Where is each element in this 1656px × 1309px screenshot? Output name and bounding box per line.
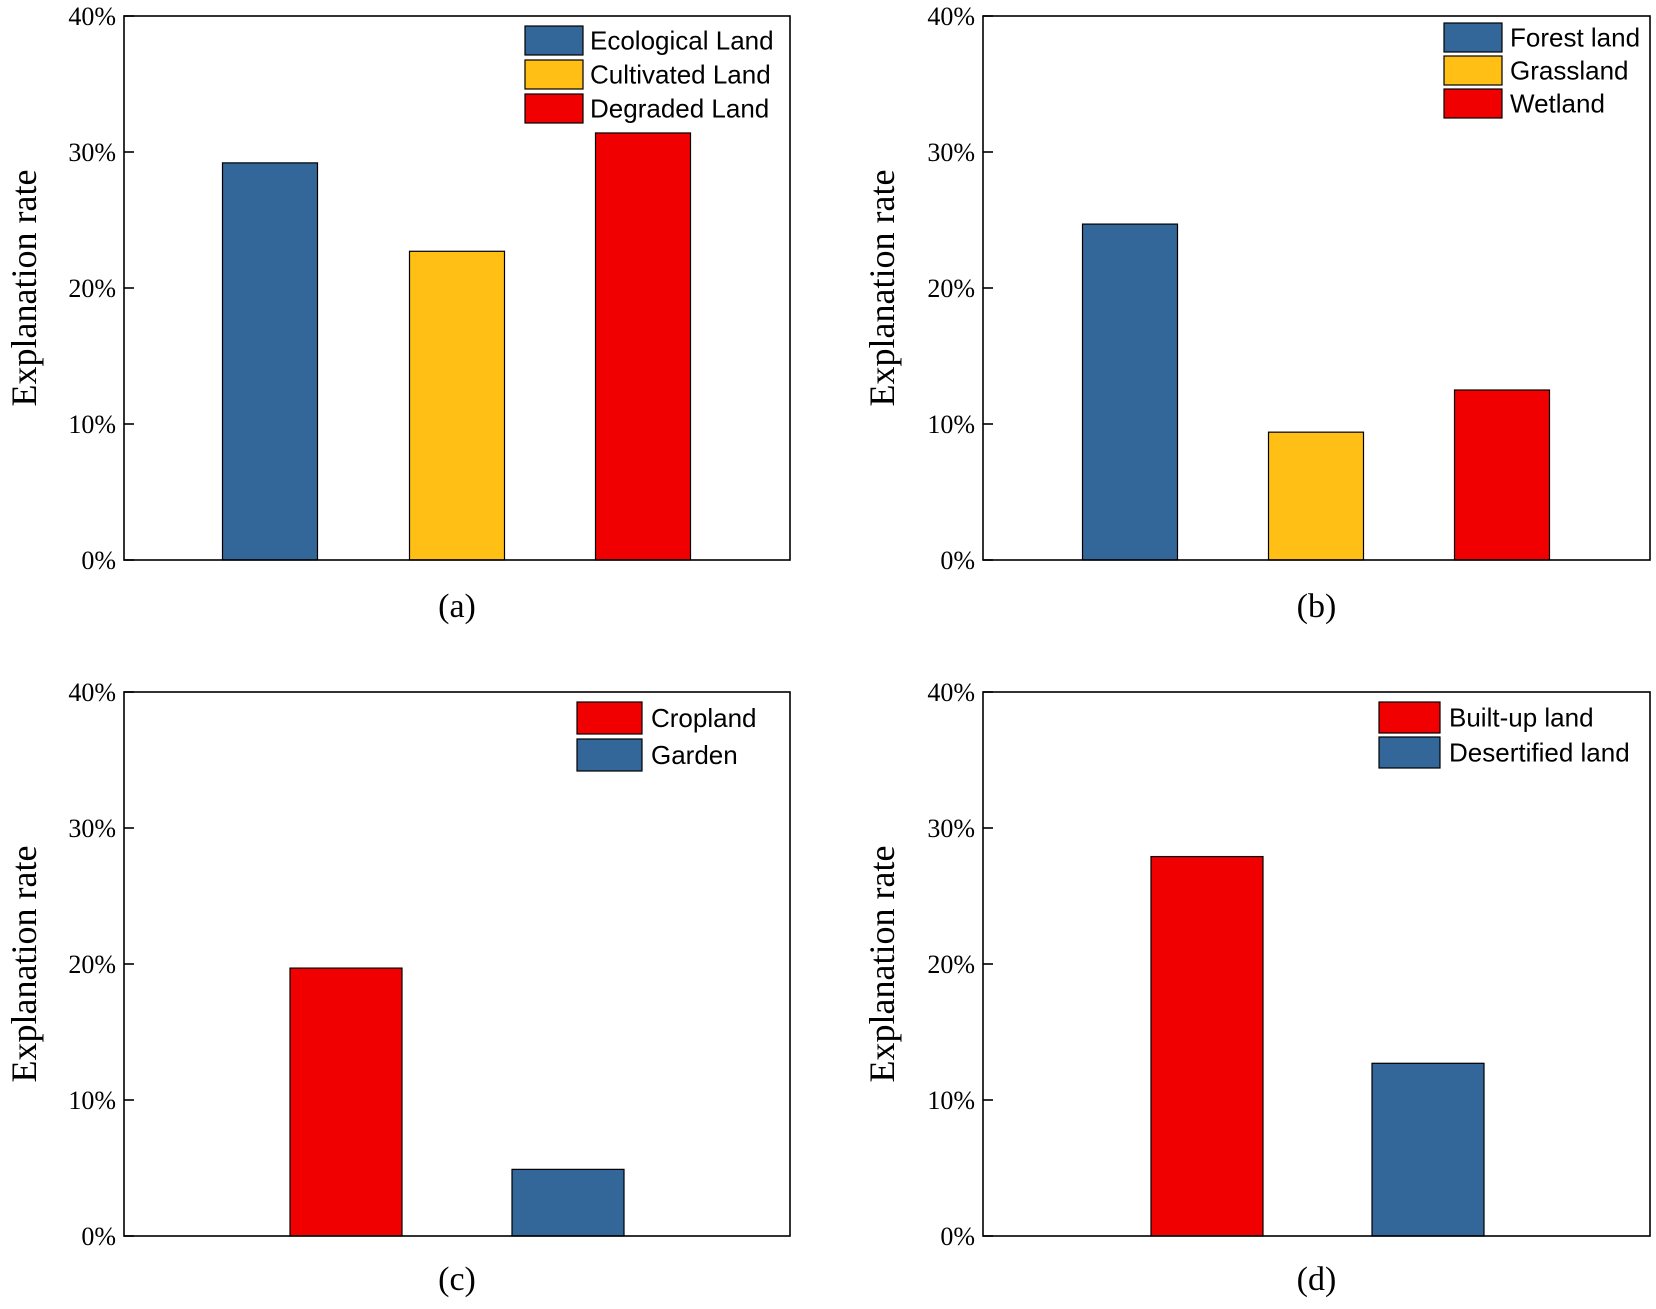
y-axis-title: Explanation rate bbox=[4, 846, 44, 1083]
legend-swatch bbox=[1443, 88, 1503, 119]
plot-frame bbox=[123, 691, 791, 1237]
panel-d: 0% 10% 20% 30% 40% Explanation rate Built-up l… bbox=[862, 678, 1651, 1298]
legend-label: Degraded Land bbox=[590, 94, 769, 124]
y-tick-label: 0% bbox=[81, 546, 116, 575]
bar-cropland bbox=[289, 967, 403, 1237]
legend-label: Grassland bbox=[1510, 56, 1629, 86]
legend-label: Desertified land bbox=[1449, 738, 1630, 768]
panel-c: 0% 10% 20% 30% 40% Explanation rate Cropland Ga… bbox=[4, 678, 791, 1298]
panel-b: 0% 10% 20% 30% 40% Explanation rate Forest lan… bbox=[862, 2, 1651, 625]
y-tick-label: 20% bbox=[927, 950, 975, 979]
legend-label: Ecological Land bbox=[590, 26, 774, 56]
legend-swatch bbox=[576, 701, 643, 735]
y-tick-label: 30% bbox=[927, 138, 975, 167]
legend-swatch bbox=[576, 738, 643, 772]
y-tick-label: 40% bbox=[927, 678, 975, 707]
y-tick-label: 10% bbox=[68, 410, 116, 439]
y-tick-label: 30% bbox=[68, 138, 116, 167]
legend-swatch bbox=[524, 25, 584, 56]
bar-wetland bbox=[1453, 389, 1551, 561]
y-tick-label: 40% bbox=[68, 2, 116, 31]
panel-caption: (d) bbox=[1297, 1261, 1337, 1298]
bar-desertified-land bbox=[1371, 1062, 1485, 1237]
plot-frame bbox=[982, 691, 1651, 1237]
bar-forest-land bbox=[1081, 223, 1179, 561]
y-tick-label: 20% bbox=[68, 950, 116, 979]
legend-swatch bbox=[1378, 701, 1441, 734]
panel-caption: (c) bbox=[438, 1261, 476, 1298]
y-axis-title: Explanation rate bbox=[862, 846, 902, 1083]
bar-grassland bbox=[1267, 431, 1365, 561]
legend-label: Cropland bbox=[651, 703, 757, 733]
bar-cultivated-land bbox=[408, 250, 506, 561]
y-tick-label: 0% bbox=[81, 1222, 116, 1251]
y-tick-label: 30% bbox=[68, 814, 116, 843]
legend-label: Wetland bbox=[1510, 89, 1605, 119]
legend-label: Garden bbox=[651, 740, 738, 770]
y-tick-label: 0% bbox=[940, 1222, 975, 1251]
y-tick-label: 10% bbox=[927, 1086, 975, 1115]
y-tick-label: 40% bbox=[927, 2, 975, 31]
y-tick-label: 0% bbox=[940, 546, 975, 575]
panel-a: 0% 10% 20% 30% 40% Explanation rate Ecological… bbox=[4, 2, 791, 625]
legend: Built-up land Desertified land bbox=[1378, 701, 1630, 769]
y-axis-title: Explanation rate bbox=[4, 170, 44, 407]
legend-swatch bbox=[1378, 736, 1441, 769]
y-tick-label: 10% bbox=[927, 410, 975, 439]
bar-built-up-land bbox=[1150, 855, 1264, 1237]
legend-swatch bbox=[1443, 22, 1503, 53]
bar-garden bbox=[511, 1168, 625, 1237]
panel-caption: (a) bbox=[438, 588, 476, 625]
legend: Cropland Garden bbox=[576, 701, 757, 772]
y-tick-label: 20% bbox=[68, 274, 116, 303]
bar-degraded-land bbox=[594, 132, 692, 561]
legend-swatch bbox=[1443, 55, 1503, 86]
legend-label: Cultivated Land bbox=[590, 60, 771, 90]
legend-label: Forest land bbox=[1510, 23, 1640, 53]
y-tick-label: 30% bbox=[927, 814, 975, 843]
legend-swatch bbox=[524, 59, 584, 90]
legend-label: Built-up land bbox=[1449, 703, 1594, 733]
y-tick-label: 10% bbox=[68, 1086, 116, 1115]
legend-swatch bbox=[524, 93, 584, 124]
bar-ecological-land bbox=[221, 162, 319, 561]
y-tick-label: 20% bbox=[927, 274, 975, 303]
legend: Ecological Land Cultivated Land Degraded L… bbox=[524, 25, 774, 124]
y-axis-title: Explanation rate bbox=[862, 170, 902, 407]
y-tick-label: 40% bbox=[68, 678, 116, 707]
panel-caption: (b) bbox=[1297, 588, 1337, 625]
